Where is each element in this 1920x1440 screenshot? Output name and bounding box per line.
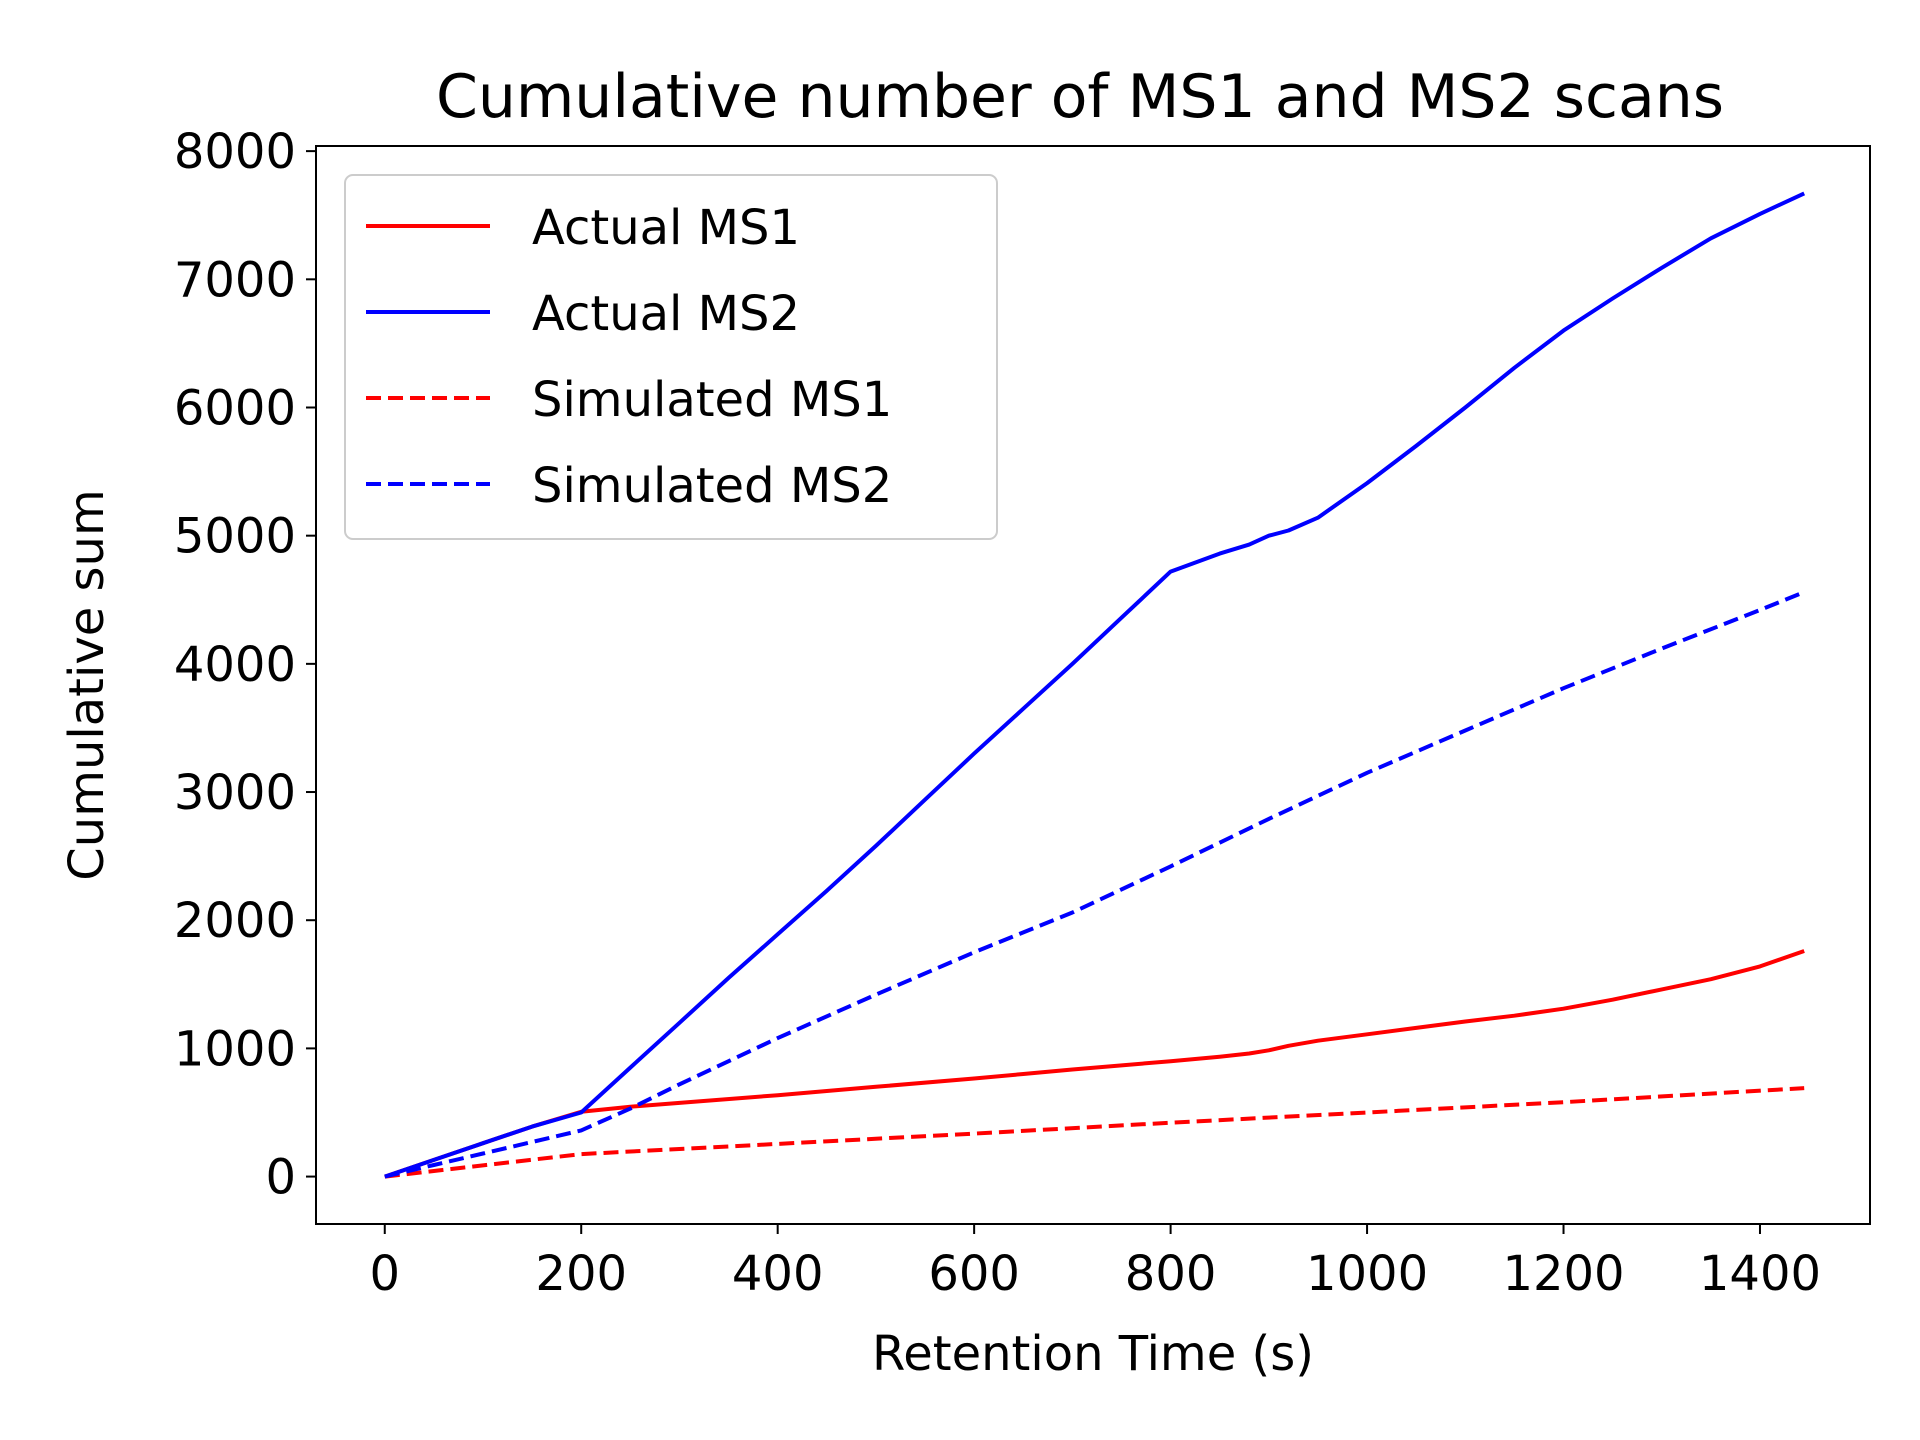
series-line-simulated-ms1 [384, 1086, 1805, 1179]
chart-title: Cumulative number of MS1 and MS2 scans [436, 62, 1724, 132]
plot-area [384, 191, 1806, 1179]
legend: Actual MS1 Actual MS2 Simulated MS1 Simulat… [344, 174, 998, 540]
x-tick-label: 600 [928, 1246, 1020, 1302]
axes-frame [315, 145, 1871, 1225]
y-tick-label: 2000 [174, 893, 296, 949]
series-line-simulated-ms2 [384, 590, 1805, 1179]
y-tick-label: 4000 [174, 637, 296, 693]
y-tick-label: 6000 [174, 380, 296, 436]
x-axis-label: Retention Time (s) [872, 1326, 1314, 1382]
x-tick-label: 200 [535, 1246, 627, 1302]
y-tick-label: 7000 [174, 252, 296, 308]
y-tick-label: 8000 [174, 124, 296, 180]
y-tick-label: 0 [265, 1150, 296, 1206]
series-line-actual-ms2 [384, 191, 1806, 1179]
x-tick-label: 1400 [1699, 1246, 1821, 1302]
x-tick-label: 1000 [1306, 1246, 1428, 1302]
x-tick-label: 800 [1125, 1246, 1217, 1302]
x-tick-label: 400 [732, 1246, 824, 1302]
y-axis-label: Cumulative sum [59, 489, 115, 880]
x-axis: 0 200 400 600 800 1000 1200 1400 [369, 1224, 1821, 1302]
x-tick-label: 0 [369, 1246, 400, 1302]
y-axis: 0 1000 2000 3000 4000 5000 6000 7000 8000 [174, 124, 316, 1206]
legend-label: Actual MS1 [532, 200, 800, 256]
y-tick-label: 5000 [174, 509, 296, 565]
legend-label: Simulated MS2 [532, 458, 892, 514]
y-tick-label: 1000 [174, 1021, 296, 1077]
x-tick-label: 1200 [1502, 1246, 1624, 1302]
legend-label: Simulated MS1 [532, 372, 892, 428]
legend-label: Actual MS2 [532, 286, 800, 342]
y-tick-label: 3000 [174, 765, 296, 821]
series-line-actual-ms1 [384, 949, 1805, 1179]
legend-box [344, 174, 998, 540]
